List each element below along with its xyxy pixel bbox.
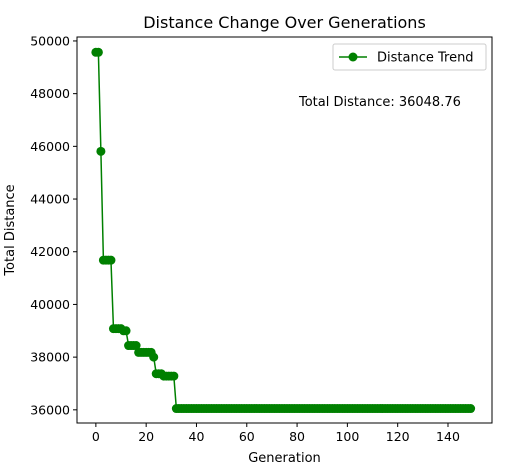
data-point xyxy=(121,326,131,336)
x-tick-label: 80 xyxy=(289,429,305,444)
y-axis-label: Total Distance xyxy=(3,184,18,276)
x-tick-label: 40 xyxy=(189,429,205,444)
data-point xyxy=(96,146,106,156)
y-tick-label: 38000 xyxy=(30,350,70,365)
data-point xyxy=(149,352,159,362)
x-tick-label: 120 xyxy=(386,429,410,444)
y-tick-label: 44000 xyxy=(30,192,70,207)
legend-marker xyxy=(348,52,358,62)
total-distance-annotation: Total Distance: 36048.76 xyxy=(298,95,461,110)
data-point xyxy=(169,371,179,381)
x-tick-label: 140 xyxy=(436,429,460,444)
x-tick-label: 0 xyxy=(92,429,100,444)
y-tick-label: 48000 xyxy=(30,86,70,101)
x-axis: 0 20 40 60 80 100 120 140 xyxy=(92,423,460,444)
plot-area xyxy=(76,36,493,424)
data-point xyxy=(131,341,141,351)
legend-box xyxy=(332,43,487,71)
legend-label: Distance Trend xyxy=(377,51,474,66)
x-tick-label: 20 xyxy=(138,429,154,444)
data-point xyxy=(93,47,103,57)
y-tick-label: 46000 xyxy=(30,139,70,154)
y-axis: 36000 38000 40000 42000 44000 46000 48000 50000 xyxy=(30,33,77,417)
plot-frame xyxy=(76,36,493,424)
y-tick-label: 50000 xyxy=(30,33,70,48)
x-axis-label: Generation xyxy=(248,451,321,466)
y-tick-label: 40000 xyxy=(30,297,70,312)
chart-title: Distance Change Over Generations xyxy=(143,13,426,32)
y-tick-label: 42000 xyxy=(30,244,70,259)
data-point xyxy=(106,255,116,265)
data-point xyxy=(466,404,476,414)
y-tick-label: 36000 xyxy=(30,402,70,417)
legend: Distance Trend xyxy=(332,43,487,71)
x-tick-label: 100 xyxy=(335,429,359,444)
x-tick-label: 60 xyxy=(239,429,255,444)
